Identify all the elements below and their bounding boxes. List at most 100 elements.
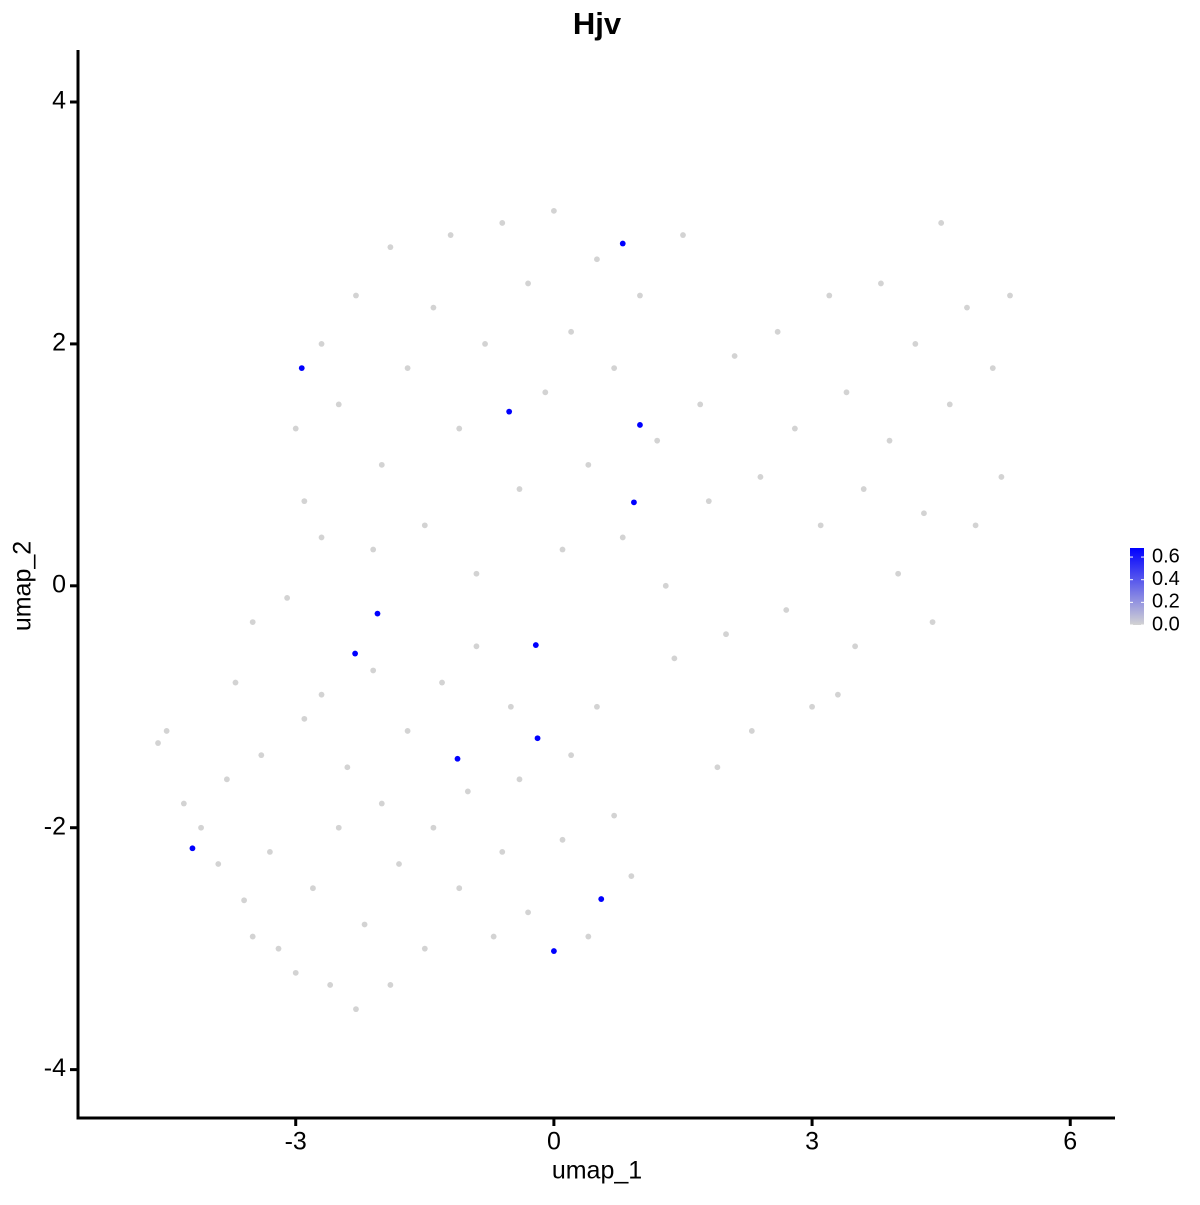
cell-point — [353, 1006, 359, 1013]
cell-point — [335, 824, 342, 831]
cell-point — [929, 619, 936, 625]
cell-point — [378, 461, 385, 468]
cell-point — [585, 461, 592, 468]
cell-point — [516, 486, 523, 492]
cell-point — [327, 982, 334, 988]
cell-point — [198, 824, 204, 831]
cell-point — [989, 365, 996, 372]
cell-point — [671, 655, 678, 662]
cell-point — [404, 365, 411, 372]
cell-point — [335, 401, 342, 408]
cell-point — [241, 897, 247, 904]
cell-point — [886, 437, 893, 444]
cell-point — [662, 582, 669, 589]
x-tick-label: 6 — [1063, 1128, 1077, 1156]
cell-point — [344, 764, 351, 771]
cell-point — [585, 933, 592, 940]
cell-point — [499, 220, 506, 226]
cell-point — [843, 389, 850, 396]
cell-point — [298, 365, 305, 372]
cell-point — [697, 401, 704, 408]
cell-point — [454, 755, 461, 762]
cell-point — [370, 546, 377, 553]
colorbar-tick-label: 0.0 — [1152, 613, 1180, 635]
cell-point — [774, 328, 781, 335]
cell-point — [267, 849, 273, 855]
y-tick-label: 0 — [52, 570, 66, 598]
cell-point — [421, 522, 428, 529]
cell-point — [284, 595, 291, 601]
cell-point — [551, 207, 557, 214]
cell-point — [714, 764, 721, 771]
cell-point — [439, 679, 445, 686]
cell-point — [619, 534, 626, 541]
cell-point — [834, 691, 841, 698]
x-tick-label: 3 — [805, 1128, 819, 1156]
cell-point — [631, 499, 637, 506]
cell-point — [301, 498, 308, 505]
cell-point — [542, 389, 549, 396]
y-tick-label: -2 — [44, 812, 66, 840]
cell-point — [912, 341, 919, 347]
cell-point — [447, 232, 454, 238]
cell-point — [378, 800, 385, 807]
cell-point — [387, 982, 394, 988]
cell-point — [258, 752, 265, 759]
cell-point — [473, 643, 480, 650]
y-tick-label: 2 — [52, 329, 66, 357]
cell-point — [506, 408, 513, 415]
cell-point — [387, 244, 394, 251]
cell-point — [189, 845, 196, 852]
cell-point — [525, 909, 531, 916]
y-axis-title: umap_2 — [9, 541, 37, 631]
cell-point — [155, 740, 161, 746]
cell-point — [654, 437, 661, 444]
cell-point — [180, 800, 187, 807]
cell-point — [972, 522, 979, 529]
cell-point — [748, 728, 755, 734]
cell-point — [551, 948, 557, 954]
cell-point — [895, 570, 902, 577]
cell-point — [680, 232, 686, 238]
colorbar-tick-label: 0.4 — [1152, 568, 1180, 590]
cell-point — [783, 607, 790, 613]
cell-point — [628, 873, 635, 879]
cell-point — [215, 861, 222, 867]
cell-point — [559, 546, 566, 553]
cell-point — [731, 353, 738, 359]
cell-point — [860, 486, 867, 492]
cell-point — [404, 728, 411, 734]
x-axis-title: umap_1 — [552, 1157, 642, 1185]
cell-point — [352, 650, 359, 657]
cell-point — [817, 522, 824, 529]
cell-point — [370, 667, 377, 674]
cell-point — [938, 220, 945, 226]
cell-point — [1007, 292, 1013, 299]
cell-point — [292, 969, 299, 976]
cell-point — [490, 933, 497, 940]
colorbar — [1130, 548, 1144, 625]
cell-point — [249, 619, 256, 625]
cell-point — [318, 341, 325, 347]
cell-point — [163, 728, 170, 734]
cell-point — [559, 836, 566, 843]
cell-point — [232, 679, 239, 686]
cell-point — [611, 365, 618, 372]
chart-title: Hjv — [573, 6, 622, 41]
cell-point — [757, 474, 764, 480]
cell-point — [611, 812, 618, 819]
cell-point — [292, 425, 299, 432]
cell-point — [568, 752, 575, 759]
cell-point — [594, 703, 600, 710]
cell-point — [310, 885, 316, 892]
cell-point — [421, 945, 428, 952]
cell-point — [482, 341, 488, 347]
cell-point — [568, 328, 575, 335]
colorbar-tick-label: 0.2 — [1152, 591, 1180, 613]
colorbar-tick-label: 0.6 — [1152, 545, 1180, 567]
cell-point — [534, 735, 541, 742]
cell-point — [430, 304, 437, 311]
cell-point — [473, 570, 480, 577]
cell-point — [723, 631, 729, 638]
